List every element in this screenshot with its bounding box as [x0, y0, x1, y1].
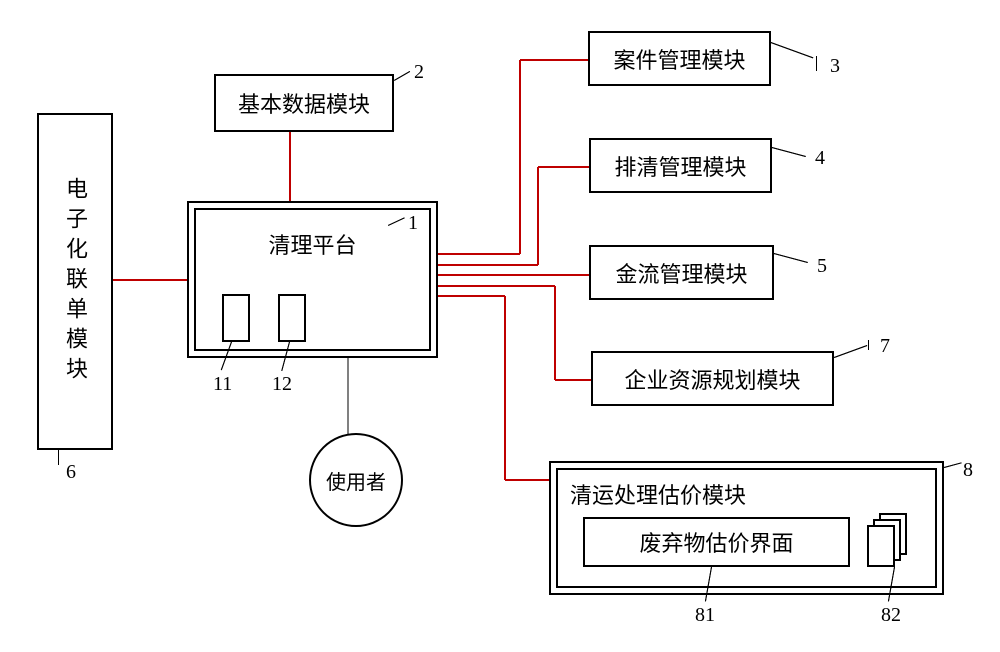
- basic-label: 基本数据模块: [238, 87, 370, 119]
- disch-label: 排清管理模块: [614, 150, 746, 182]
- valuation-leader: [944, 462, 962, 468]
- tab2-number: 12: [272, 373, 292, 396]
- disch-number: 4: [815, 147, 825, 170]
- basic-leader: [394, 71, 410, 81]
- eform-module: 电子化联单模块: [37, 113, 113, 450]
- case-leader2: [816, 56, 817, 71]
- basic-module: 基本数据模块: [214, 74, 394, 132]
- erp-label: 企业资源规划模块: [624, 363, 800, 395]
- basic-number: 2: [414, 61, 424, 84]
- platform-tab1: [222, 294, 250, 342]
- tab1-number: 11: [213, 373, 232, 396]
- stack-icon: [867, 513, 907, 567]
- disch-module: 排清管理模块: [589, 138, 772, 193]
- cash-leader: [774, 253, 808, 263]
- case-leader: [771, 42, 814, 58]
- cash-number: 5: [817, 255, 827, 278]
- erp-module: 企业资源规划模块: [591, 351, 834, 406]
- platform-number: 1: [408, 212, 418, 235]
- eform-label: 电子化联单模块: [59, 177, 91, 387]
- erp-number: 7: [880, 335, 890, 358]
- valuation-label: 清运处理估价模块: [570, 478, 746, 510]
- case-module: 案件管理模块: [588, 31, 771, 86]
- user-label: 使用者: [326, 466, 386, 495]
- erp-leader2: [868, 340, 869, 350]
- case-number: 3: [830, 55, 840, 78]
- erp-leader: [834, 345, 867, 358]
- platform-label: 清理平台: [268, 228, 356, 260]
- valuation-sub: 废弃物估价界面: [583, 517, 850, 567]
- case-label: 案件管理模块: [613, 43, 745, 75]
- eform-leader: [58, 450, 59, 465]
- eform-number: 6: [66, 461, 76, 484]
- valuation-sub-label: 废弃物估价界面: [639, 526, 793, 558]
- platform-tab2: [278, 294, 306, 342]
- cash-label: 金流管理模块: [615, 257, 747, 289]
- disch-leader: [772, 147, 806, 157]
- user-circle: 使用者: [309, 433, 403, 527]
- cash-module: 金流管理模块: [589, 245, 774, 300]
- valuation-sub-num1: 81: [695, 604, 715, 627]
- valuation-number: 8: [963, 459, 973, 482]
- valuation-sub-num2: 82: [881, 604, 901, 627]
